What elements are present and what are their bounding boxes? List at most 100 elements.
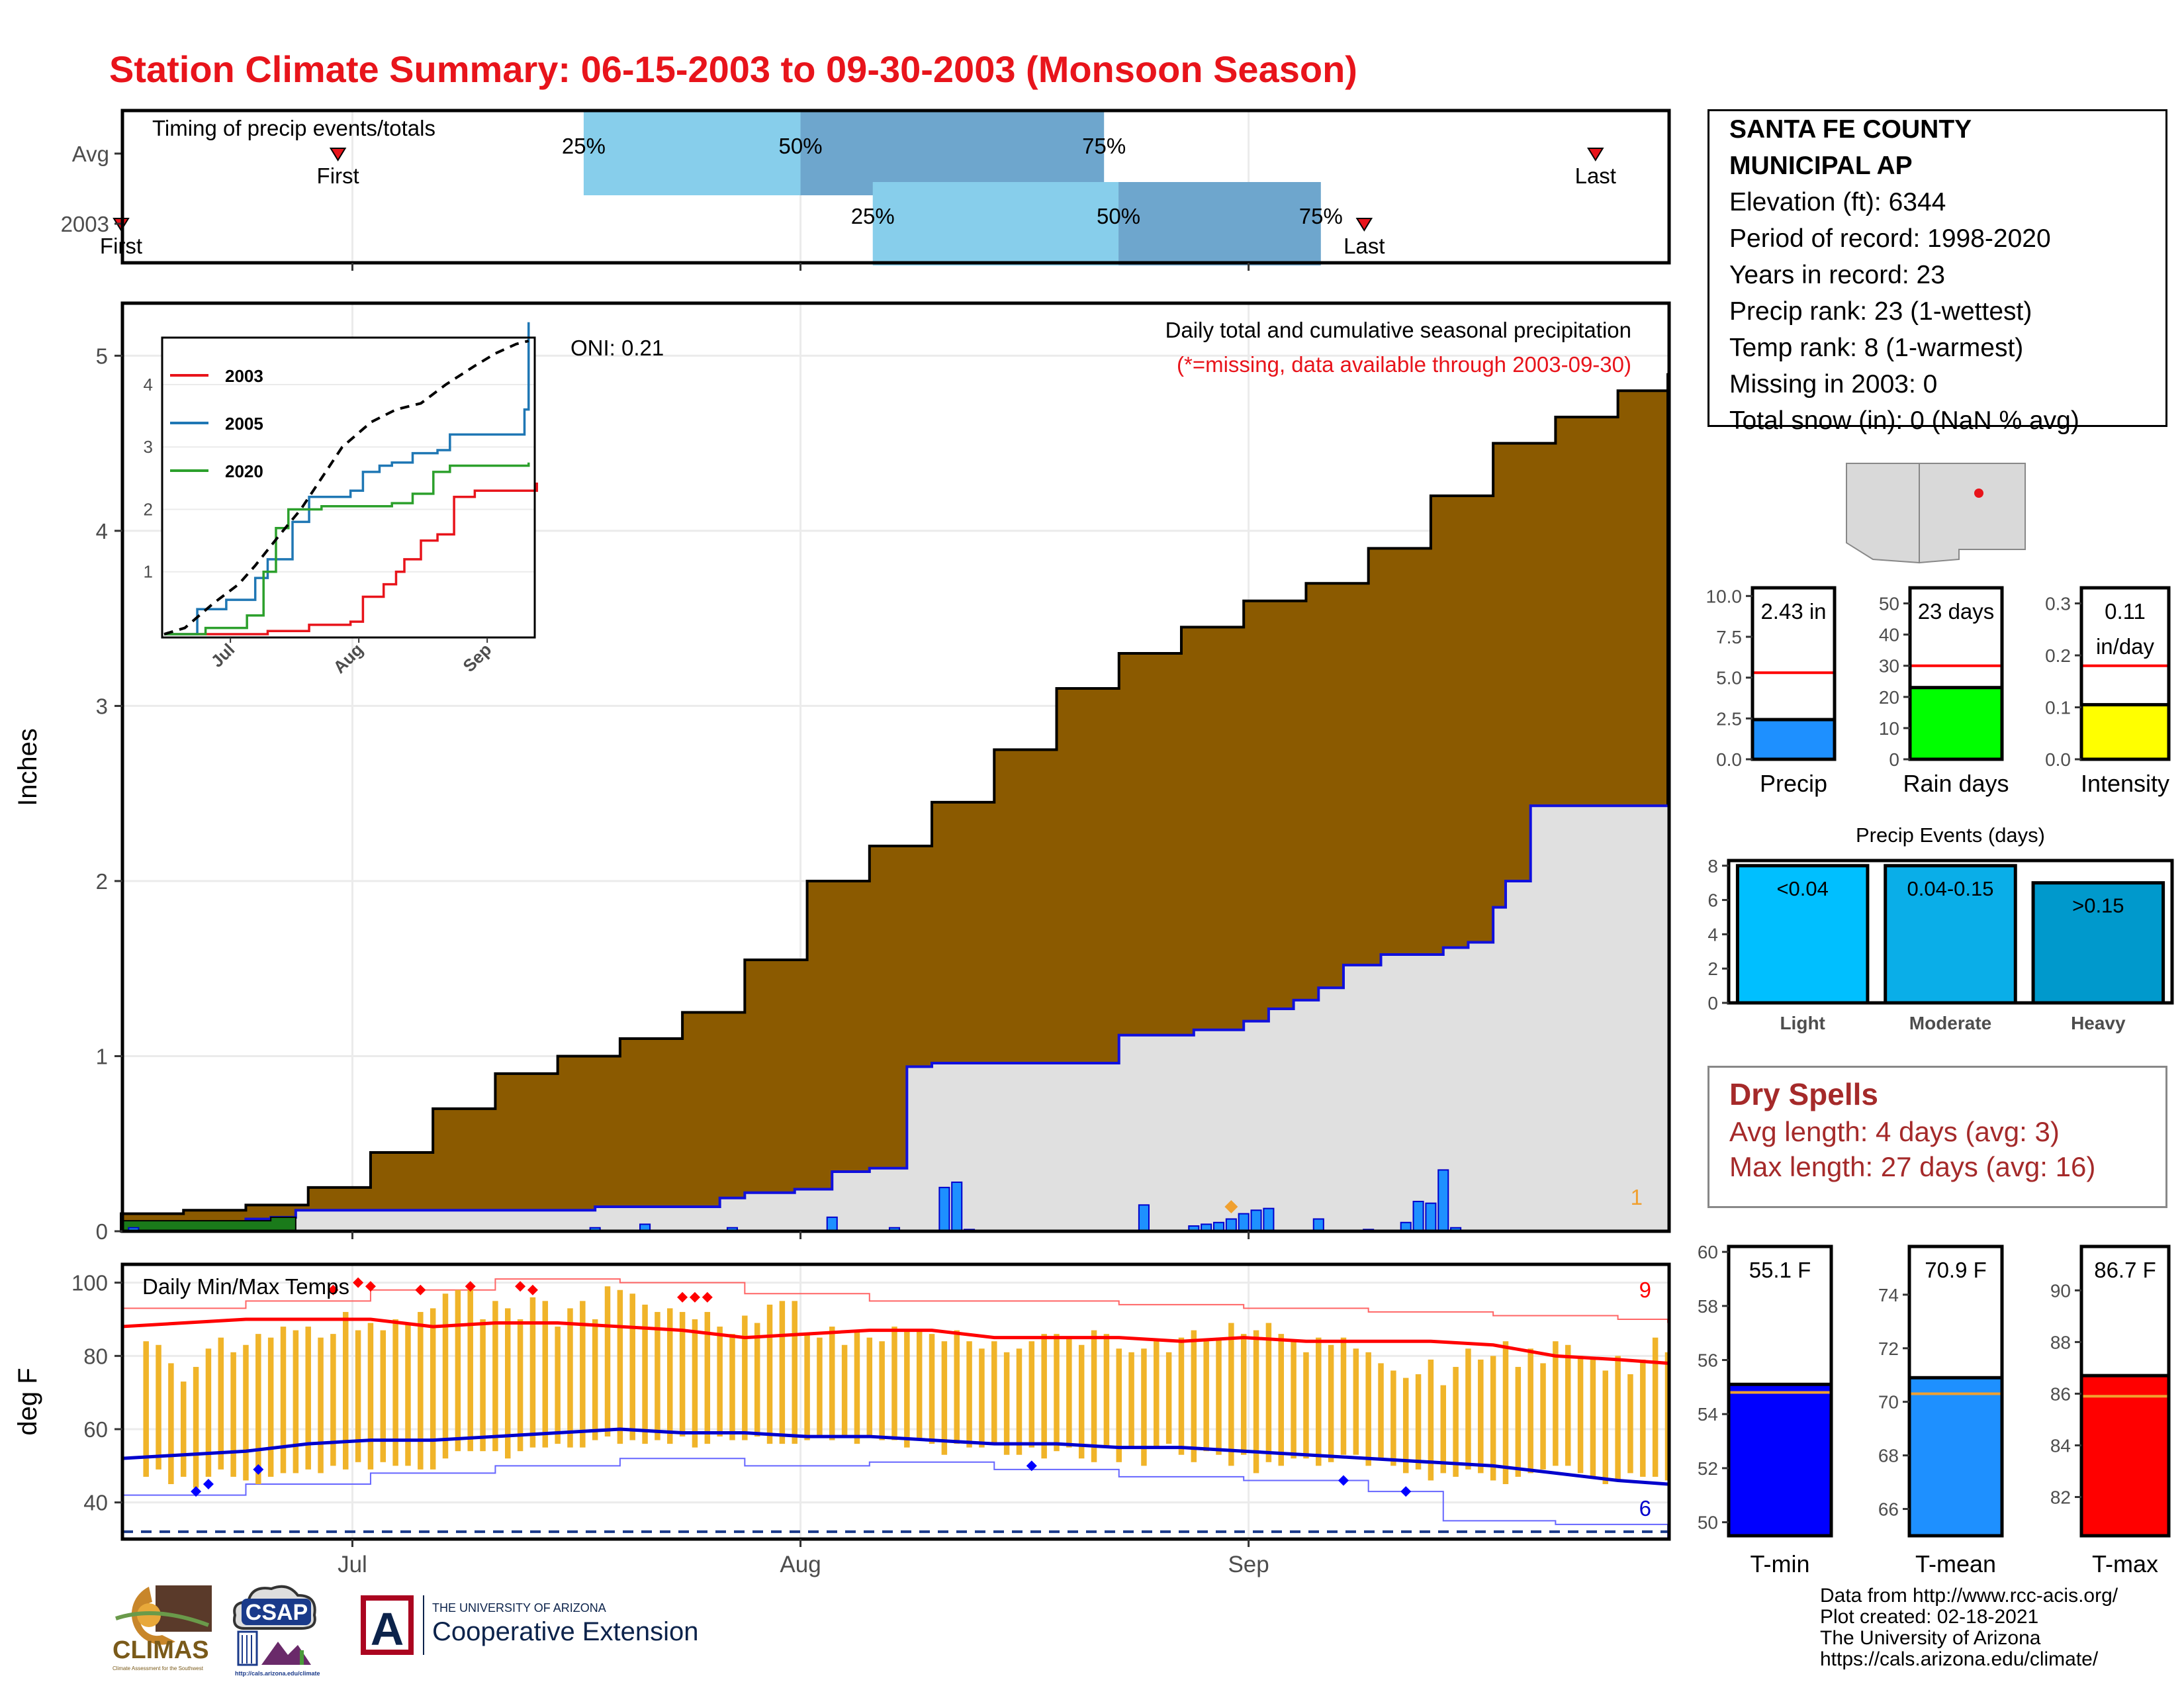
panel-border — [120, 109, 1671, 265]
daily-temp-bar — [667, 1308, 673, 1444]
events-title: Precip Events (days) — [1856, 823, 2045, 847]
y-tick-label: 0 — [1707, 993, 1718, 1013]
cold-count: 6 — [1639, 1496, 1651, 1521]
daily-temp-bar — [1078, 1344, 1085, 1459]
daily-temp-bar — [1191, 1330, 1197, 1462]
y-tick-label: 4 — [1707, 924, 1718, 945]
daily-temp-bar — [1253, 1330, 1259, 1474]
daily-temp-bar — [1365, 1352, 1371, 1466]
y-tick-label: 68 — [1878, 1446, 1899, 1466]
event-marker — [1587, 148, 1604, 162]
bar-label: Intensity — [2081, 770, 2169, 797]
y-tick-label: 4 — [96, 519, 108, 543]
obs-cumulative-line — [121, 804, 1668, 1229]
daily-temp-bar — [1203, 1341, 1209, 1452]
daily-temp-bar — [717, 1327, 723, 1437]
y-tick-label: 3 — [96, 694, 108, 718]
daily-temp-bar — [1228, 1323, 1234, 1466]
daily-precip-bar — [1412, 1201, 1424, 1232]
inset-x-label: Sep — [459, 639, 495, 676]
y-tick-label: 72 — [1878, 1338, 1899, 1359]
daily-temp-bar — [1590, 1359, 1596, 1477]
quartile-bar-lower — [583, 112, 801, 195]
quantile-label: 50% — [1097, 204, 1140, 228]
oni-label: ONI: 0.21 — [570, 336, 664, 360]
ua-letter: A — [371, 1603, 404, 1655]
daily-temp-bar — [792, 1301, 797, 1444]
station-precip-rank: Precip rank: 23 (1-wettest) — [1729, 297, 2032, 326]
daily-temp-bar — [841, 1344, 848, 1437]
cold-day-marker — [1026, 1460, 1037, 1472]
event-bar-label: <0.04 — [1776, 877, 1828, 900]
locator-map — [1843, 462, 2031, 564]
daily-temp-bar — [1154, 1341, 1160, 1448]
bar-label: Rain days — [1903, 770, 2009, 797]
x-tick-label: Jul — [338, 1552, 367, 1577]
daily-temp-bar — [1602, 1370, 1609, 1484]
y-tick-label: 0.3 — [2045, 594, 2071, 614]
daily-temp-bar — [1291, 1341, 1297, 1459]
panel-border — [120, 301, 1671, 1233]
inset-x-label: Jul — [207, 639, 239, 671]
daily-temp-bar — [1652, 1337, 1659, 1477]
inset-chart: 1 2 3 4 Jul Aug Sep 2003 2005 2020 — [144, 322, 539, 677]
map-state-az — [1846, 463, 1920, 564]
daily-temp-bar — [343, 1311, 349, 1470]
daily-temp-bar — [1091, 1330, 1097, 1462]
daily-temp-bar — [567, 1308, 573, 1448]
credits-url: https://cals.arizona.edu/climate/ — [1820, 1648, 2099, 1670]
daily-temp-bar — [1240, 1334, 1247, 1455]
hot-day-marker — [689, 1291, 700, 1303]
temp-chart: 40 60 80 100 Jul Aug Sep deg F Daily Min/Max Tem… — [13, 1262, 1671, 1577]
daily-temp-bar — [1627, 1374, 1633, 1474]
y-tick-label: 58 — [1698, 1296, 1718, 1317]
precip-chart: 0 1 2 3 4 5 Inches Daily total and cumulative s… — [13, 301, 1671, 1244]
svg-text:Climate Assessment for the Sou: Climate Assessment for the Southwest — [113, 1665, 204, 1671]
panel-border — [1907, 1244, 2004, 1538]
daily-temp-bar — [1478, 1359, 1484, 1474]
daily-temp-bar — [742, 1315, 748, 1440]
tmin-chart: 50 52 54 56 58 60 55.1 F T-min — [1698, 1242, 1833, 1577]
daily-precip-bar — [1437, 1169, 1449, 1232]
climas-text: CLIMAS — [113, 1636, 209, 1664]
y-tick-label: 66 — [1878, 1499, 1899, 1520]
daily-temp-bar — [156, 1344, 161, 1470]
daily-temp-bar — [243, 1344, 249, 1481]
inset-series-line — [164, 462, 530, 635]
daily-temp-bar — [1490, 1356, 1496, 1481]
daily-temp-bar — [754, 1323, 760, 1437]
panel-border — [1727, 859, 2174, 1005]
daily-temp-bar — [529, 1297, 536, 1448]
panel-border — [2079, 1244, 2171, 1538]
precip_total-chart: 0.0 2.5 5.0 7.5 10.0 2.43 in Precip — [1706, 586, 1837, 797]
y-tick-label: 1 — [96, 1044, 108, 1068]
daily-temp-bar — [804, 1334, 810, 1440]
y-tick-label: 0.0 — [1716, 749, 1742, 770]
daily-temp-bar — [704, 1311, 711, 1444]
daily-temp-bar — [629, 1293, 635, 1440]
tmax-record-line — [121, 1278, 1668, 1323]
daily-temp-bar — [180, 1382, 187, 1477]
hot-day-marker — [465, 1281, 476, 1292]
daily-temp-bar — [555, 1327, 561, 1444]
y-tick-label: 5.0 — [1716, 668, 1742, 688]
daily-temp-bar — [280, 1327, 287, 1474]
y-tick-label: 74 — [1878, 1285, 1899, 1305]
daily-temp-bar — [766, 1304, 773, 1444]
y-axis-label: Inches — [13, 728, 42, 806]
x-tick-label: Aug — [780, 1552, 821, 1577]
daily-temp-bar — [380, 1330, 387, 1462]
daily-temp-bar — [517, 1319, 523, 1452]
daily-temp-bar — [904, 1330, 910, 1448]
y-tick-label: 56 — [1698, 1350, 1718, 1371]
daily-temp-bar — [1128, 1352, 1134, 1448]
y-tick-label: 0 — [96, 1219, 108, 1244]
daily-temp-bar — [1178, 1337, 1185, 1455]
ua-small-text: THE UNIVERSITY OF ARIZONA — [432, 1601, 606, 1615]
y-tick-label: 60 — [83, 1417, 108, 1442]
daily-temp-bar — [267, 1337, 274, 1477]
daily-temp-bar — [817, 1337, 823, 1437]
daily-precip-bar — [951, 1181, 963, 1233]
dry-spells-panel: Dry Spells Avg length: 4 days (avg: 3) M… — [1707, 1066, 2167, 1208]
